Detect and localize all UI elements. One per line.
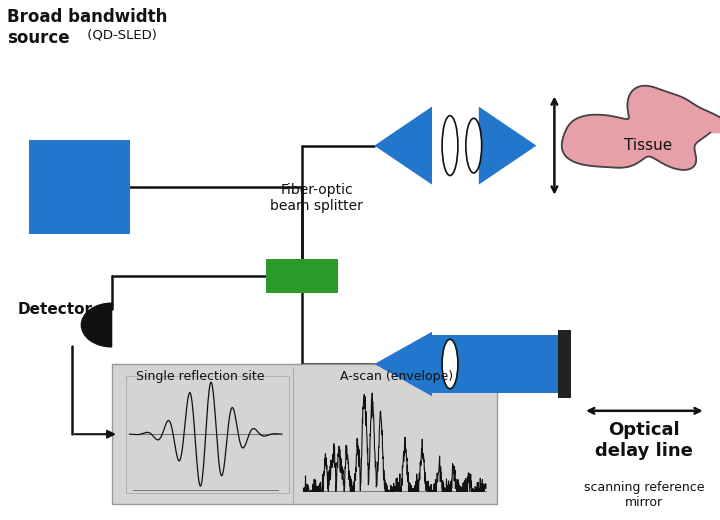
Bar <box>126 375 289 493</box>
Bar <box>112 364 497 504</box>
Text: Single reflection site: Single reflection site <box>136 370 264 383</box>
Ellipse shape <box>466 118 482 173</box>
Wedge shape <box>81 303 112 347</box>
Text: A-scan (envelope): A-scan (envelope) <box>340 370 453 383</box>
Polygon shape <box>562 86 720 170</box>
Polygon shape <box>374 332 432 396</box>
Text: Tissue: Tissue <box>624 138 672 153</box>
Text: Detector: Detector <box>18 302 93 317</box>
Bar <box>558 330 571 398</box>
Text: Broad bandwidth: Broad bandwidth <box>7 8 168 26</box>
Text: Optical
delay line: Optical delay line <box>595 421 693 460</box>
Bar <box>432 335 558 393</box>
Ellipse shape <box>442 340 458 388</box>
Polygon shape <box>374 107 432 185</box>
Text: Fiber-optic
beam splitter: Fiber-optic beam splitter <box>271 183 363 213</box>
Text: source: source <box>7 29 70 47</box>
Text: scanning reference
mirror: scanning reference mirror <box>584 481 705 509</box>
Bar <box>266 259 338 292</box>
Text: (QD-SLED): (QD-SLED) <box>83 29 157 42</box>
Polygon shape <box>479 107 536 185</box>
Bar <box>29 140 130 234</box>
Ellipse shape <box>442 116 458 175</box>
